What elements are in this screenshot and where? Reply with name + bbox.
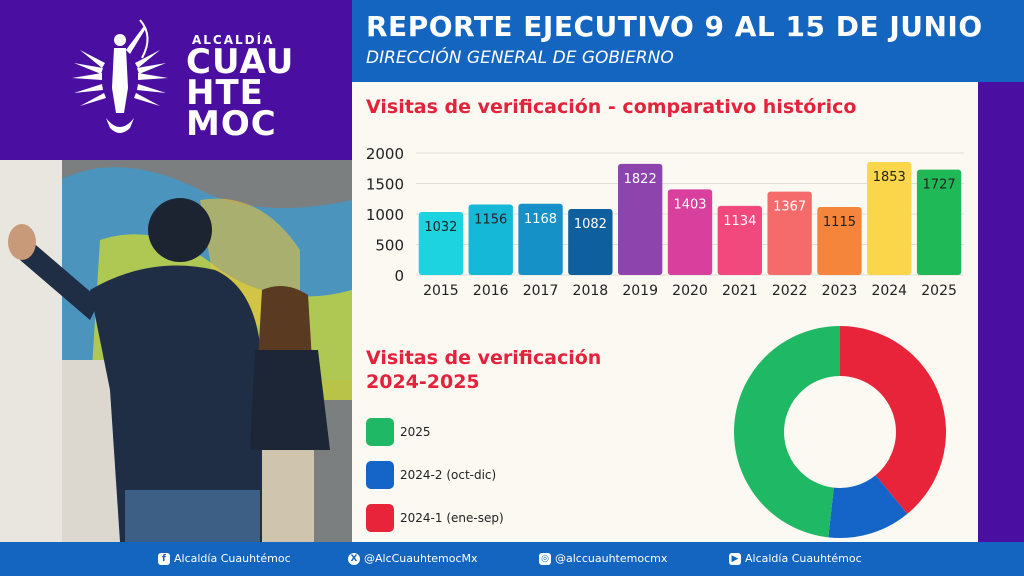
report-card: Visitas de verificación - comparativo hi… [352,82,978,542]
bar [518,203,563,275]
donut-slice [734,326,840,538]
logo-name-line-2: HTE [186,73,264,113]
x-tick-label: 2023 [822,283,858,299]
y-tick-label: 0 [394,267,404,285]
bar [468,204,513,275]
legend-item: 2025 [366,412,504,452]
bar-chart-title: Visitas de verificación - comparativo hi… [366,96,857,118]
bar [867,161,912,275]
field-photo [0,160,352,542]
x-tick-label: 2018 [573,283,609,299]
logo-name-line-3: MOC [186,104,277,144]
x-tick-label: 2020 [672,283,708,299]
bar-value-label: 1134 [723,214,756,229]
bar [667,189,713,275]
report-subtitle: DIRECCIÓN GENERAL DE GOBIERNO [366,48,674,68]
donut-legend: 2025 2024-2 (oct-dic) 2024-1 (ene-sep) [366,412,504,541]
x-tick-label: 2017 [523,283,559,299]
legend-item: 2024-2 (oct-dic) [366,455,504,495]
bar [568,208,613,275]
donut-chart-title-text: Visitas de verificación 2024-2025 [366,347,602,393]
y-tick-label: 2000 [366,145,404,163]
bar-value-label: 1082 [574,217,607,232]
x-icon: X [348,552,360,565]
logo-wordmark: ALCALDÍA CUAU HTE MOC [186,33,295,144]
bar-value-label: 1115 [823,215,856,230]
x-tick-label: 2015 [423,283,459,299]
bar [817,206,862,275]
legend-label: 2025 [400,425,431,439]
legend-label: 2024-1 (ene-sep) [400,511,504,525]
legend-swatch [366,461,394,489]
legend-item: 2024-1 (ene-sep) [366,498,504,538]
y-tick-label: 500 [375,237,404,255]
facebook-handle: Alcaldía Cuauhtémoc [174,552,291,565]
bar [418,212,464,275]
legend-swatch [366,504,394,532]
x-tick-label: 2019 [622,283,658,299]
legend-label: 2024-2 (oct-dic) [400,468,497,482]
bar-value-label: 1727 [923,178,956,193]
alcaldia-emblem-icon [72,19,168,133]
donut-chart [734,326,946,538]
bar [618,163,663,275]
logo-name-line-1: CUAU [186,42,295,82]
facebook-icon: f [158,552,170,565]
y-tick-label: 1500 [366,176,404,194]
report-title: REPORTE EJECUTIVO 9 AL 15 DE JUNIO [366,10,983,43]
youtube-icon: ▶ [729,552,741,565]
instagram-icon: ◎ [539,552,551,565]
y-tick-label: 1000 [366,206,404,224]
bar-value-label: 1156 [474,212,507,227]
x-handle: @AlcCuauhtemocMx [364,552,478,565]
bar-chart: 0 500 1000 1500 2000 1032 2015 1156 2016 1168 2017… [366,145,964,299]
x-link[interactable]: X @AlcCuauhtemocMx [348,552,478,565]
youtube-handle: Alcaldía Cuauhtémoc [745,552,862,565]
instagram-handle: @alccuauhtemocmx [555,552,668,565]
bar-value-label: 1822 [624,172,657,187]
donut-chart-title: Visitas de verificación 2024-2025 [366,346,616,394]
x-tick-label: 2025 [921,283,957,299]
x-tick-label: 2022 [772,283,808,299]
legend-swatch [366,418,394,446]
youtube-link[interactable]: ▶ Alcaldía Cuauhtémoc [729,552,862,565]
instagram-link[interactable]: ◎ @alccuauhtemocmx [539,552,667,565]
bar [717,205,762,275]
bar [767,191,812,275]
donut-slice [840,326,946,514]
bar-value-label: 1032 [424,220,457,235]
bar [916,169,962,275]
bar-value-label: 1403 [673,197,706,212]
facebook-link[interactable]: f Alcaldía Cuauhtémoc [158,552,291,565]
social-footer: f Alcaldía Cuauhtémoc X @AlcCuauhtemocMx… [0,542,1024,576]
x-tick-label: 2024 [871,283,907,299]
bar-value-label: 1367 [773,200,806,215]
x-tick-label: 2016 [473,283,509,299]
logo-panel: ALCALDÍA CUAU HTE MOC [0,0,352,160]
x-tick-label: 2021 [722,283,758,299]
report-header: REPORTE EJECUTIVO 9 AL 15 DE JUNIO DIREC… [352,0,1024,82]
logo-top-text: ALCALDÍA [192,33,275,47]
donut-slice [828,475,908,538]
bar-value-label: 1853 [873,170,906,185]
bar-value-label: 1168 [524,212,557,227]
